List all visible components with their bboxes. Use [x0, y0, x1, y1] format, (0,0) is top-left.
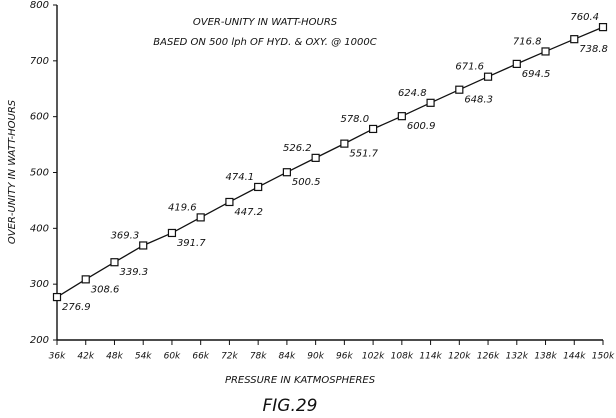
data-point — [282, 168, 291, 177]
data-point — [311, 153, 320, 162]
x-tick-label: 36k — [49, 352, 66, 362]
data-label: 391.7 — [177, 238, 206, 249]
y-tick-label: 400 — [30, 223, 49, 234]
data-label: 474.1 — [226, 172, 255, 183]
data-label: 671.6 — [455, 62, 484, 73]
x-tick-label: 42k — [77, 352, 94, 362]
y-axis-label: OVER-UNITY IN WATT-HOURS — [7, 99, 18, 244]
y-tick-label: 500 — [30, 168, 49, 179]
data-point — [52, 292, 62, 302]
data-point — [340, 139, 349, 148]
data-line — [56, 26, 604, 298]
data-point — [512, 59, 521, 69]
data-label: 500.5 — [292, 177, 321, 188]
x-tick-label: 126k — [477, 352, 500, 362]
x-tick-label: 150k — [592, 352, 615, 362]
data-point — [483, 72, 493, 81]
x-tick-label: 90k — [307, 352, 324, 362]
chart-subtitle: BASED ON 500 lph OF HYD. & OXY. @ 1000C — [153, 37, 376, 48]
data-point — [254, 182, 263, 192]
data-label: 419.6 — [168, 202, 197, 213]
x-tick-label: 60k — [164, 352, 181, 362]
figure-caption: FIG.29 — [262, 396, 317, 416]
data-label: 339.3 — [119, 267, 148, 278]
data-point — [225, 197, 234, 207]
x-tick-label: 120k — [448, 352, 471, 362]
x-tick-label: 144k — [563, 352, 586, 362]
data-label: 276.9 — [62, 302, 91, 313]
x-tick-label: 108k — [391, 352, 414, 362]
data-point — [369, 124, 378, 134]
data-label: 369.3 — [111, 230, 140, 241]
chart-title: OVER-UNITY IN WATT-HOURS — [193, 17, 338, 28]
x-tick-label: 84k — [279, 352, 296, 362]
x-tick-label: 138k — [534, 352, 557, 362]
data-point — [455, 85, 464, 94]
data-label: 551.7 — [349, 149, 378, 160]
data-label: 648.3 — [464, 95, 493, 106]
x-tick-label: 114k — [419, 352, 442, 362]
x-tick-label: 54k — [135, 352, 152, 362]
data-label: 526.2 — [283, 143, 312, 154]
x-tick-label: 72k — [221, 352, 238, 362]
data-point — [541, 47, 550, 56]
data-label: 447.2 — [234, 207, 263, 218]
data-label: 578.0 — [340, 114, 369, 125]
data-label: 308.6 — [91, 284, 120, 295]
data-point — [570, 35, 579, 44]
data-label: 716.8 — [513, 36, 542, 47]
x-tick-label: 132k — [506, 352, 529, 362]
y-tick-label: 800 — [30, 0, 49, 11]
data-point — [598, 23, 608, 32]
x-tick-label: 96k — [336, 352, 353, 362]
data-label: 600.9 — [407, 121, 436, 132]
x-axis-label: PRESSURE IN KATMOSPHERES — [225, 375, 376, 386]
data-point — [110, 258, 119, 267]
data-point — [426, 98, 435, 107]
data-label: 738.8 — [579, 44, 608, 55]
x-tick-label: 66k — [192, 352, 209, 362]
y-tick-label: 600 — [30, 112, 49, 123]
data-point — [81, 275, 90, 284]
data-label: 760.4 — [570, 12, 599, 23]
x-tick-label: 78k — [250, 352, 267, 362]
data-label: 624.8 — [398, 88, 427, 99]
data-point — [167, 228, 177, 238]
data-point — [397, 112, 406, 121]
data-point — [196, 213, 205, 222]
y-tick-label: 300 — [30, 279, 49, 290]
x-tick-label: 48k — [106, 352, 123, 362]
data-point — [139, 241, 148, 250]
data-label: 694.5 — [522, 69, 551, 80]
x-tick-label: 102k — [362, 352, 385, 362]
y-tick-label: 700 — [30, 56, 49, 67]
y-tick-label: 200 — [30, 335, 49, 346]
